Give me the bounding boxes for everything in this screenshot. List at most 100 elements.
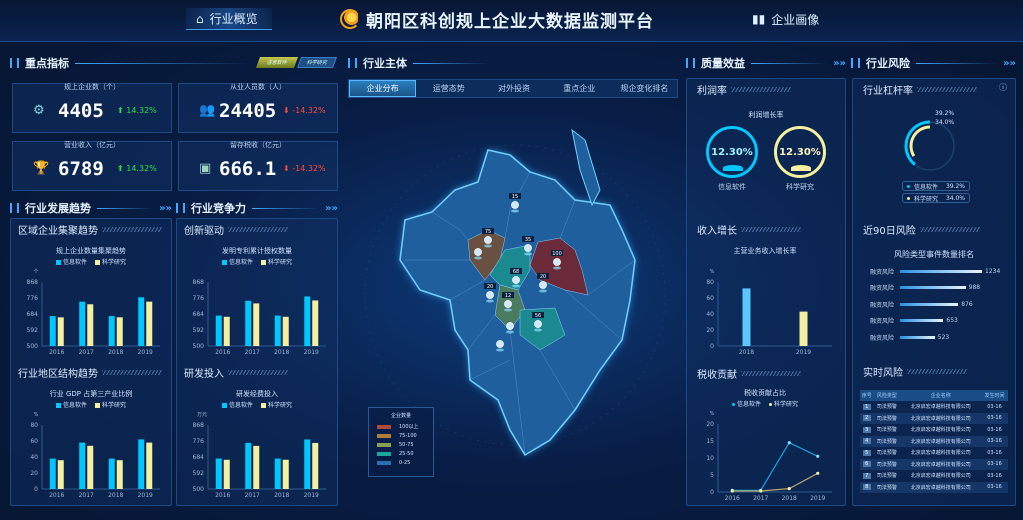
map-marker: 12 — [502, 292, 514, 312]
y-tick-label: 868 — [193, 279, 205, 286]
nav-enterprise-profile[interactable]: ▮▮ 企业画像 — [752, 12, 820, 27]
bar — [223, 316, 230, 346]
table-cell: 司法预警 — [876, 404, 897, 411]
bar — [312, 300, 319, 346]
map-marker: 68 — [510, 268, 522, 288]
section-industry-competitiveness: 行业竞争力»» — [176, 200, 338, 216]
map-marker: 100 — [551, 250, 563, 270]
y-tick-label: 80 — [30, 422, 38, 429]
table-cell: 6 — [860, 458, 874, 470]
table-cell: 司法预警 — [876, 427, 897, 434]
kpi-value: 6789 — [58, 158, 104, 180]
rank-bar — [900, 302, 959, 306]
gauge-value: 12.30% — [779, 146, 821, 158]
bar — [282, 316, 289, 346]
marker-count: 56 — [535, 313, 541, 319]
table-row[interactable]: 2 司法预警 北京启宏卓越科技有限公司 03-16 — [860, 412, 1008, 424]
kpi-label: 从业人员数（人） — [230, 83, 286, 91]
column-header: 发生时间 — [981, 390, 1008, 401]
table-row[interactable]: 4 司法预警 北京启宏卓越科技有限公司 03-16 — [860, 435, 1008, 447]
y-tick-label: 15 — [706, 438, 714, 445]
kpi-label: 留存税收（亿元） — [230, 141, 286, 149]
tag-science-research[interactable]: 科学研究 — [296, 57, 338, 68]
y-tick-label: 868 — [27, 279, 39, 286]
x-tick-label: 2017 — [245, 492, 260, 499]
table-cell: 03-16 — [987, 403, 1002, 410]
district-map: 15 75 35 100 68 20 20 12 56 — [364, 128, 666, 457]
y-tick-label: 592 — [193, 470, 205, 477]
kpi-change-value: 14.32% — [126, 106, 157, 115]
risk-panel — [852, 78, 1016, 506]
x-tick-label: 2018 — [782, 495, 797, 502]
chart-legend: 信息软件 科学研究 — [180, 400, 334, 409]
kpi-change-value: 14.32% — [126, 164, 157, 173]
arrow-up-icon: ⬆ — [117, 164, 127, 173]
marker-count: 20 — [487, 284, 493, 290]
chart-title: 税收贡献占比 — [744, 389, 786, 397]
subtitle-income-growth: 收入增长 — [697, 222, 801, 237]
x-tick-label: 2019 — [810, 495, 825, 502]
table-row[interactable]: 3 司法预警 北京启宏卓越科技有限公司 03-16 — [860, 424, 1008, 436]
panel-subtitle: 研发投入 — [184, 365, 288, 380]
info-icon[interactable]: ⓘ — [999, 83, 1007, 92]
y-axis-unit: % — [710, 411, 715, 417]
bar — [253, 445, 260, 489]
bar — [245, 300, 252, 346]
tab-0[interactable]: 企业分布 — [349, 80, 417, 97]
table-cell: 8 — [860, 481, 874, 493]
bar — [245, 442, 252, 489]
table-cell: 03-16 — [981, 435, 1008, 447]
map-marker — [506, 322, 514, 334]
data-point — [816, 471, 820, 475]
column-header: 风险类型 — [873, 390, 901, 401]
table-row[interactable]: 7 司法预警 北京启宏卓越科技有限公司 03-16 — [860, 470, 1008, 482]
leverage-legend-item: 信息软件 39.2% — [902, 181, 970, 191]
tag-info-software[interactable]: 信息软件 — [255, 57, 299, 68]
x-tick-label: 2018 — [274, 349, 289, 356]
tab-4[interactable]: 规企变化排名 — [620, 84, 669, 93]
map-legend-item: 100以上 — [377, 423, 425, 430]
map-halo-ring — [364, 144, 666, 446]
y-tick-label: 500 — [193, 343, 205, 350]
legend-item: 信息软件 — [55, 400, 87, 409]
table-row[interactable]: 8 司法预警 北京启宏卓越科技有限公司 03-16 — [860, 481, 1008, 493]
kpi-label: 营业收入（亿元） — [64, 141, 120, 149]
series-line — [732, 472, 819, 492]
marker-count: 35 — [525, 237, 531, 243]
chart-title: 主营业务收入增长率 — [733, 247, 797, 255]
map-district-borders — [405, 171, 636, 456]
table-cell: 北京启宏卓越科技有限公司 — [900, 481, 982, 493]
bar — [108, 316, 115, 346]
bar — [87, 304, 94, 346]
tab-3[interactable]: 重点企业 — [563, 84, 596, 93]
y-tick-label: 592 — [27, 327, 39, 334]
chart-title: 研发经费投入 — [236, 390, 278, 398]
arrow-down-icon: ⬇ — [283, 106, 293, 115]
panel-subtitle: 创新驱动 — [184, 222, 288, 237]
kpi-card: 规上企业数（个） ⚙ 4405 ⬆ 14.32% — [12, 83, 172, 133]
y-tick-label: 592 — [193, 327, 205, 334]
x-tick-label: 2019 — [138, 492, 153, 499]
subtitle-90day-risk: 近90日风险 — [863, 222, 980, 237]
gauge-label: 科学研究 — [786, 183, 814, 191]
subtitle-tax-contribution: 税收贡献 — [697, 366, 801, 381]
series-line — [732, 441, 819, 491]
map-legend-item: 75-100 — [377, 433, 425, 439]
bar — [108, 458, 115, 489]
table-row[interactable]: 6 司法预警 北京启宏卓越科技有限公司 03-16 — [860, 458, 1008, 470]
nav-industry-overview[interactable]: ⌂ 行业概览 — [186, 8, 272, 30]
table-row[interactable]: 5 司法预警 北京启宏卓越科技有限公司 03-16 — [860, 447, 1008, 459]
table-row[interactable]: 1 司法预警 北京启宏卓越科技有限公司 03-16 — [860, 401, 1008, 413]
bar — [304, 296, 311, 346]
y-tick-label: 500 — [193, 486, 205, 493]
page-title: 朝阳区科创规上企业大数据监测平台 — [340, 6, 685, 32]
table-cell: 03-16 — [981, 412, 1008, 424]
chart-legend: 信息软件 科学研究 — [180, 257, 334, 266]
kpi-card: 营业收入（亿元） 🏆 6789 ⬆ 14.32% — [12, 141, 172, 191]
tab-2[interactable]: 对外投资 — [498, 84, 530, 93]
bar — [146, 301, 153, 346]
map-legend-item: 0-25 — [377, 460, 425, 466]
table-cell: 北京启宏卓越科技有限公司 — [900, 435, 982, 447]
tab-1[interactable]: 运营态势 — [432, 84, 465, 93]
risk-rank-item: 融资风险 876 — [870, 300, 973, 309]
